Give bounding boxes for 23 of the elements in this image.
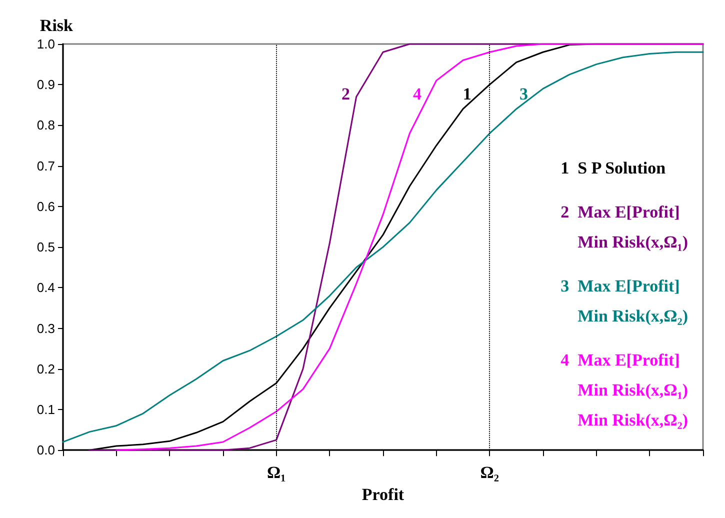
y-axis-title: Risk	[40, 16, 74, 35]
y-tick-label: 0.4	[36, 280, 55, 296]
annotation: 3	[520, 84, 528, 104]
y-tick-label: 0.2	[36, 361, 55, 376]
text: 2 Max E[Profit] Min Risk(x,Ω₁)	[560, 202, 688, 252]
x-axis-title: Profit	[362, 485, 404, 504]
text: 1 S P Solution	[560, 158, 666, 178]
y-tick-label: 0.9	[36, 77, 55, 92]
y-tick-label: 0.7	[36, 158, 55, 174]
y-tick-label: 0.5	[36, 240, 55, 255]
y-tick-label: 0.1	[36, 402, 55, 417]
text: 4 Max E[Profit] Min Risk(x,Ω₁) Min Risk(x,Ω₂)	[560, 350, 688, 430]
x-tick-label: Ω₁	[266, 463, 286, 482]
text: 3 Max E[Profit] Min Risk(x,Ω₂)	[560, 276, 688, 326]
y-tick-label: 0.0	[36, 442, 55, 458]
annotation: 4	[413, 84, 422, 104]
y-tick-label: 0.6	[36, 198, 55, 214]
annotation: 2	[342, 84, 350, 104]
y-tick-label: 0.3	[36, 320, 55, 336]
annotation: 1	[462, 84, 472, 104]
x-tick-label: Ω₂	[480, 463, 500, 482]
y-tick-label: 0.8	[36, 118, 55, 133]
y-tick-label: 1.0	[36, 36, 55, 52]
